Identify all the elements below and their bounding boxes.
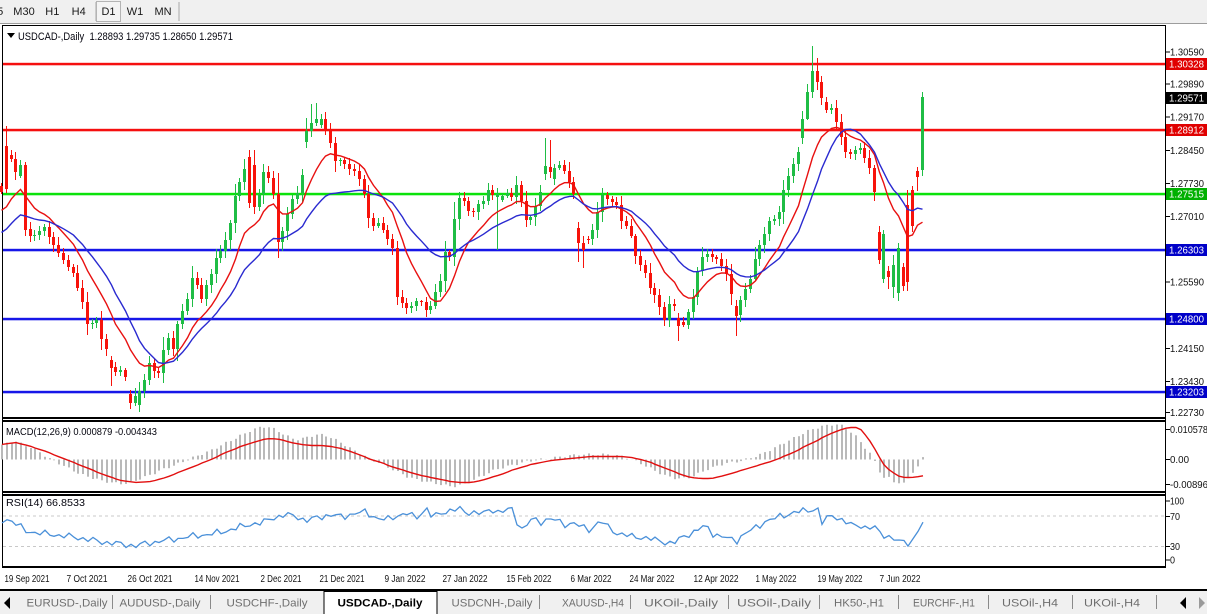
svg-text:USOil-,Daily: USOil-,Daily xyxy=(737,598,812,610)
svg-text:19 May 2022: 19 May 2022 xyxy=(818,574,863,585)
svg-text:USDCAD-,Daily: USDCAD-,Daily xyxy=(338,598,424,610)
svg-text:26 Oct 2021: 26 Oct 2021 xyxy=(128,574,173,585)
svg-text:EURUSD-,Daily: EURUSD-,Daily xyxy=(27,598,109,610)
svg-text:19 Sep 2021: 19 Sep 2021 xyxy=(5,574,50,585)
svg-text:1.27515: 1.27515 xyxy=(1169,189,1204,201)
svg-text:H4: H4 xyxy=(72,6,86,18)
svg-text:-0.00896: -0.00896 xyxy=(1170,479,1207,491)
svg-text:MACD(12,26,9) 0.000879 -0.0043: MACD(12,26,9) 0.000879 -0.004343 xyxy=(6,426,157,438)
svg-text:1 May 2022: 1 May 2022 xyxy=(756,574,797,585)
svg-text:21 Dec 2021: 21 Dec 2021 xyxy=(320,574,365,585)
svg-text:0.00: 0.00 xyxy=(1170,454,1189,466)
svg-text:HK50-,H1: HK50-,H1 xyxy=(834,598,884,610)
svg-text:15 Feb 2022: 15 Feb 2022 xyxy=(507,574,552,585)
svg-text:1.27730: 1.27730 xyxy=(1170,178,1204,190)
svg-text:24 Mar 2022: 24 Mar 2022 xyxy=(630,574,675,585)
svg-text:7 Oct 2021: 7 Oct 2021 xyxy=(67,574,108,585)
svg-text:1.22730: 1.22730 xyxy=(1170,407,1204,419)
svg-text:1.28450: 1.28450 xyxy=(1170,145,1204,157)
svg-text:MN: MN xyxy=(154,6,171,18)
svg-text:27 Jan 2022: 27 Jan 2022 xyxy=(443,574,488,585)
svg-text:14 Nov 2021: 14 Nov 2021 xyxy=(195,574,240,585)
svg-text:2 Dec 2021: 2 Dec 2021 xyxy=(261,574,302,585)
svg-text:1.25590: 1.25590 xyxy=(1170,277,1204,289)
svg-text:D1: D1 xyxy=(101,6,115,18)
svg-text:1.28912: 1.28912 xyxy=(1169,125,1204,137)
svg-text:M30: M30 xyxy=(13,6,34,18)
svg-text:30: 30 xyxy=(1170,541,1180,553)
svg-text:USDCHF-,Daily: USDCHF-,Daily xyxy=(227,598,309,610)
svg-text:1.29890: 1.29890 xyxy=(1170,79,1204,91)
svg-text:1.23203: 1.23203 xyxy=(1169,387,1204,399)
svg-text:USDCNH-,Daily: USDCNH-,Daily xyxy=(452,598,534,610)
svg-text:100: 100 xyxy=(1170,496,1184,508)
svg-text:0.010578: 0.010578 xyxy=(1170,424,1207,436)
svg-text:1.29170: 1.29170 xyxy=(1170,112,1204,124)
svg-text:XAUUSD-,H4: XAUUSD-,H4 xyxy=(562,598,624,610)
svg-text:1.23430: 1.23430 xyxy=(1170,376,1204,388)
svg-text:7 Jun 2022: 7 Jun 2022 xyxy=(880,574,921,585)
svg-text:1.24800: 1.24800 xyxy=(1169,314,1204,326)
svg-text:EURCHF-,H1: EURCHF-,H1 xyxy=(913,598,975,610)
svg-text:RSI(14) 66.8533: RSI(14) 66.8533 xyxy=(6,497,85,509)
svg-text:1.29571: 1.29571 xyxy=(1169,93,1204,105)
svg-text:0: 0 xyxy=(1170,555,1175,567)
svg-text:USDCAD-,Daily 1.28893 1.29735: USDCAD-,Daily 1.28893 1.29735 1.28650 1.… xyxy=(18,31,233,43)
svg-text:9 Jan 2022: 9 Jan 2022 xyxy=(385,574,426,585)
svg-text:1.30590: 1.30590 xyxy=(1170,47,1204,59)
svg-text:H1: H1 xyxy=(45,6,59,18)
svg-text:1.27010: 1.27010 xyxy=(1170,211,1204,223)
svg-text:UKOil-,Daily: UKOil-,Daily xyxy=(644,598,719,610)
svg-text:1.30328: 1.30328 xyxy=(1169,59,1204,71)
svg-text:W1: W1 xyxy=(127,6,144,18)
svg-text:70: 70 xyxy=(1170,511,1180,523)
svg-text:6 Mar 2022: 6 Mar 2022 xyxy=(571,574,612,585)
svg-text:USOil-,H4: USOil-,H4 xyxy=(1002,598,1058,610)
svg-text:12 Apr 2022: 12 Apr 2022 xyxy=(694,574,739,585)
svg-text:AUDUSD-,Daily: AUDUSD-,Daily xyxy=(120,598,202,610)
svg-text:15: 15 xyxy=(0,6,3,18)
svg-text:1.24150: 1.24150 xyxy=(1170,343,1204,355)
svg-text:1.26303: 1.26303 xyxy=(1169,245,1204,257)
svg-text:UKOil-,H4: UKOil-,H4 xyxy=(1084,598,1140,610)
